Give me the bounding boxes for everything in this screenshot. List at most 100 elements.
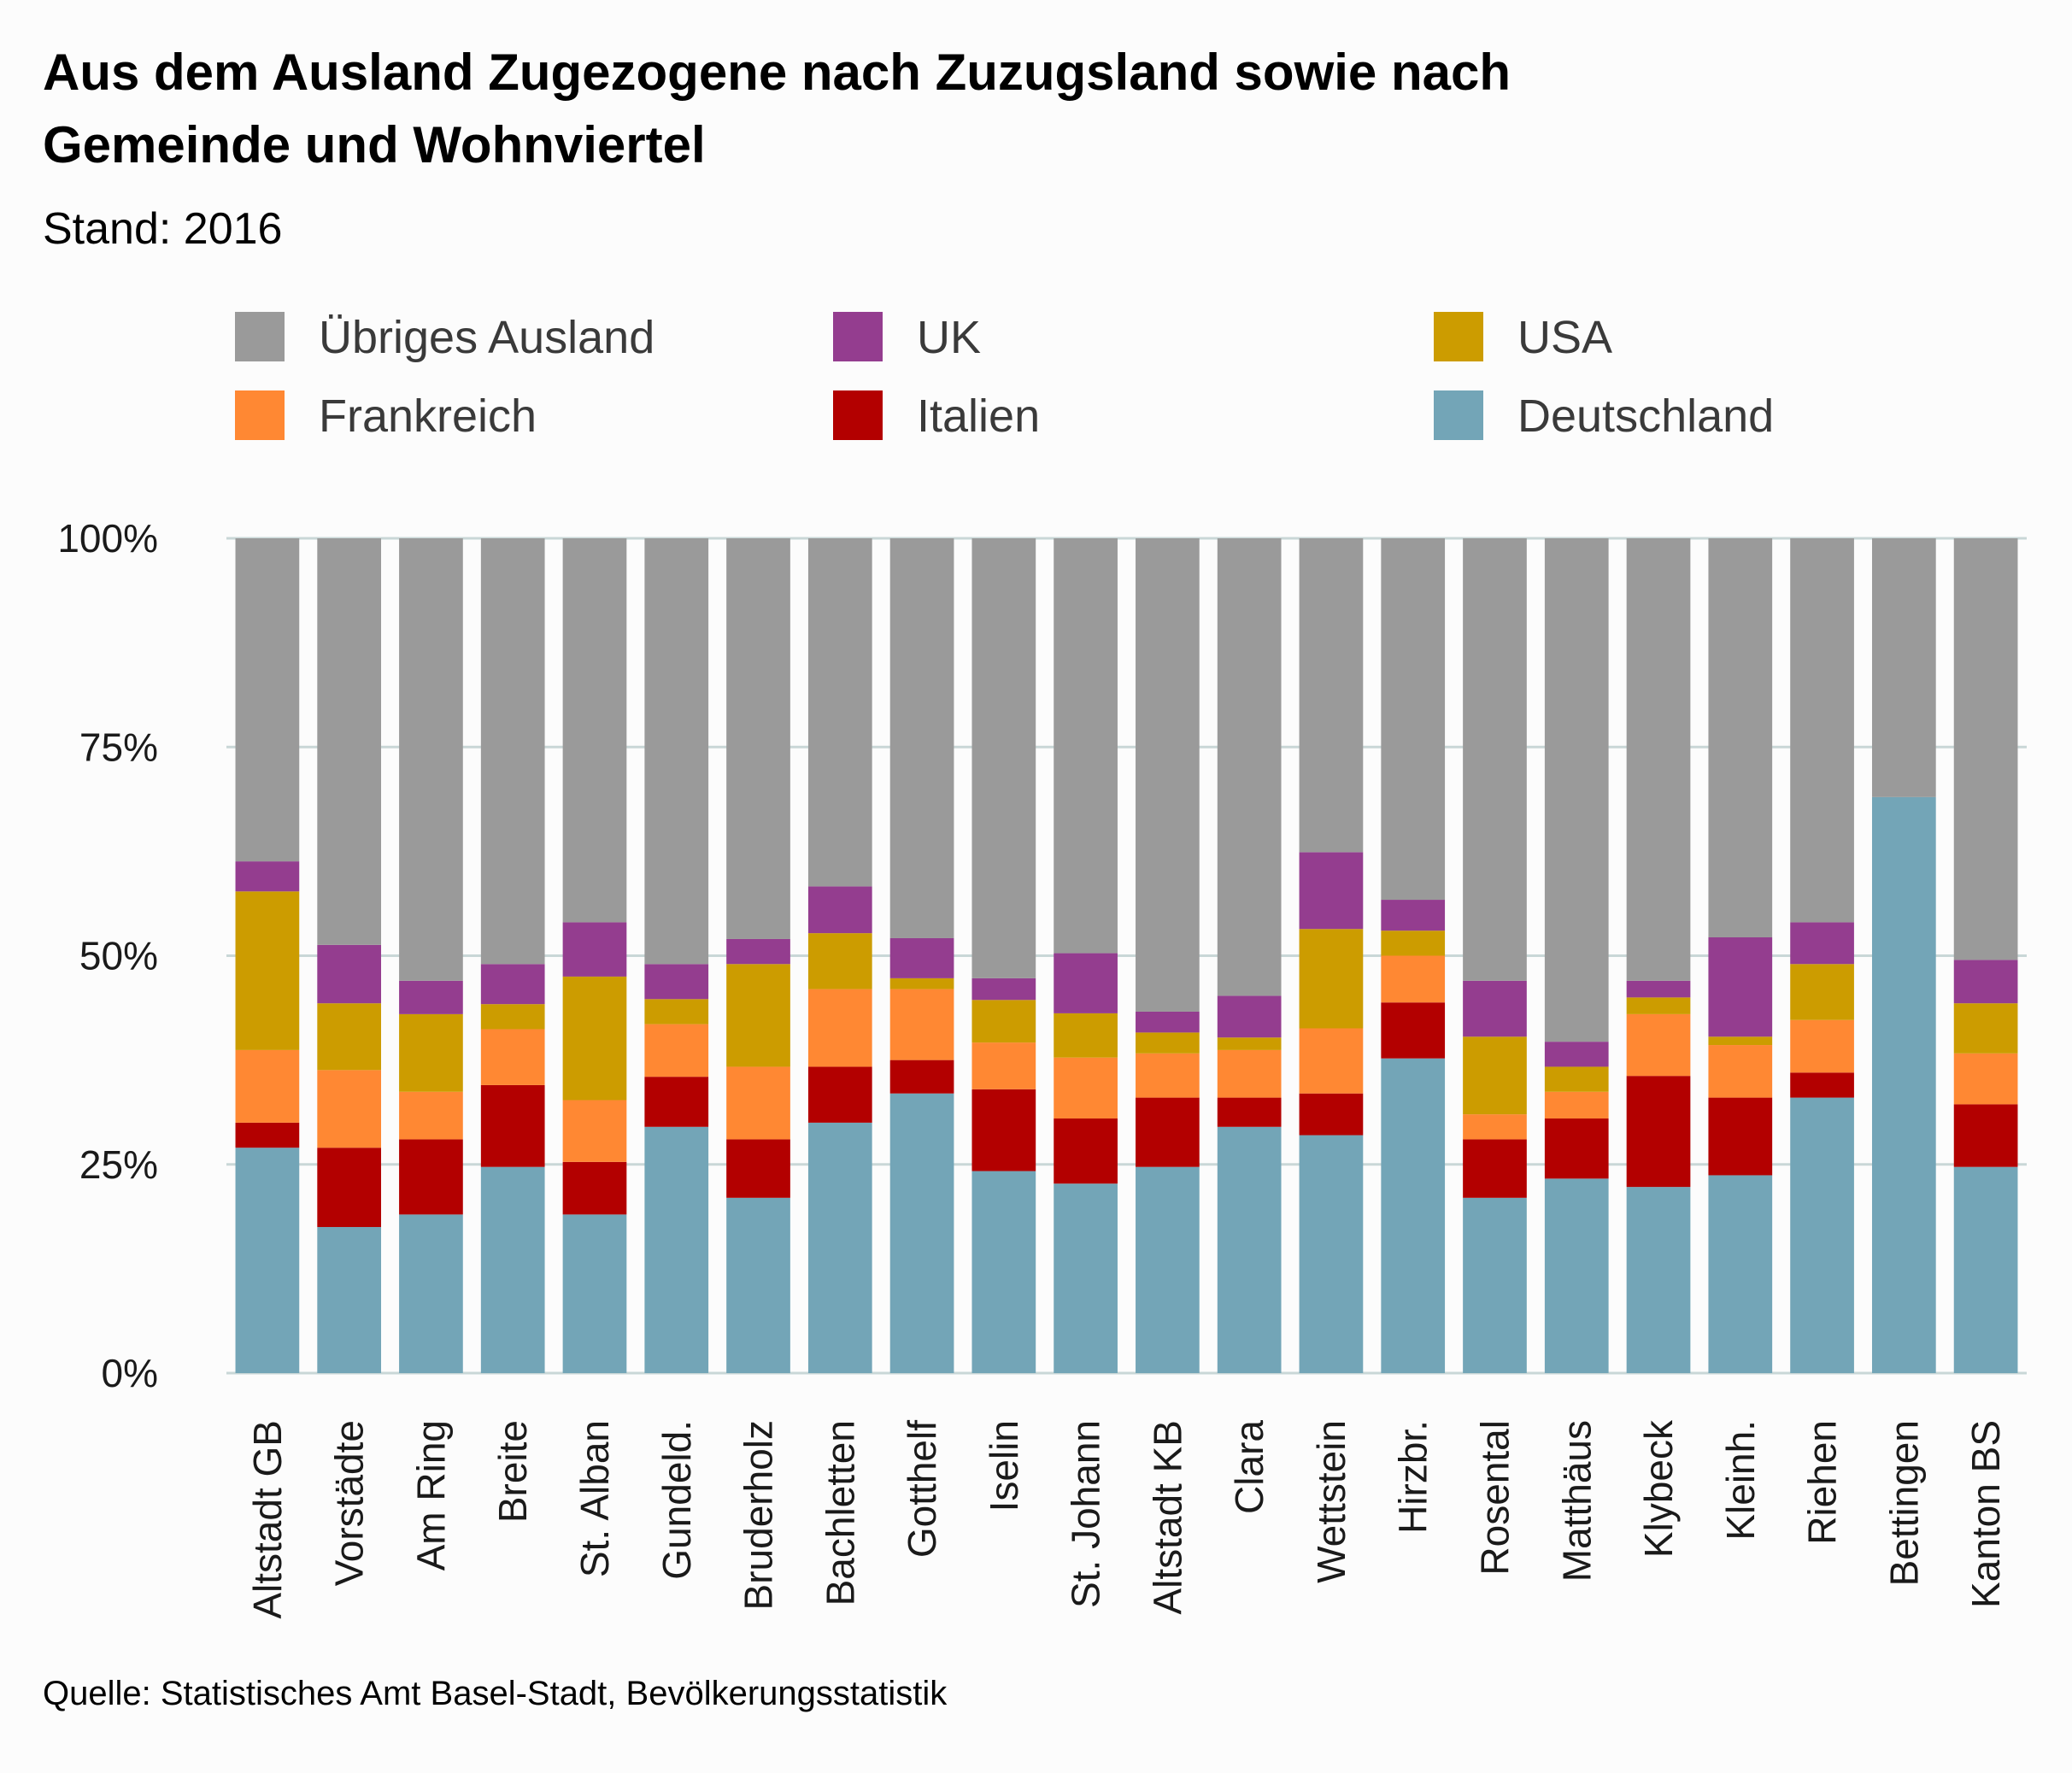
bar-segment <box>1544 1118 1609 1179</box>
bar-segment <box>1953 1003 2018 1054</box>
bar-segment <box>889 1060 954 1094</box>
bar-segment <box>971 977 1036 1001</box>
y-tick-label: 75% <box>79 725 158 769</box>
bar-segment <box>317 1003 382 1071</box>
y-axis-ticks: 0% 25% 50% 75% 100% <box>57 516 158 1395</box>
bar-stack <box>399 538 463 1373</box>
bar-stack <box>1953 538 2018 1373</box>
bar-segment <box>1217 1097 1282 1127</box>
bar-segment <box>726 938 790 965</box>
x-tick-label: Clara <box>1227 1420 1271 1514</box>
bar-segment <box>1054 538 1118 954</box>
bar-stack <box>1626 538 1691 1373</box>
bar-segment <box>1299 929 1364 1029</box>
bar-segment <box>562 1214 627 1373</box>
bar-segment <box>1708 1175 1773 1373</box>
bar-segment <box>1544 1066 1609 1092</box>
bar-segment <box>1544 538 1609 1042</box>
chart-title-line-2: Gemeinde und Wohnviertel <box>43 116 706 173</box>
legend-label: Frankreich <box>319 390 537 442</box>
bar-stack <box>1054 538 1118 1373</box>
y-tick-label: 25% <box>79 1142 158 1187</box>
bar-segment <box>1299 1028 1364 1094</box>
bar-segment <box>1953 1104 2018 1167</box>
bar-stack <box>807 538 872 1373</box>
bar-segment <box>1136 1032 1200 1054</box>
x-tick-label: Bettingen <box>1881 1420 1926 1586</box>
bar-segment <box>644 1077 709 1127</box>
bar-stack <box>889 538 954 1373</box>
legend-label: Deutschland <box>1517 390 1774 442</box>
bar-segment <box>1217 1037 1282 1050</box>
bar-segment <box>562 538 627 923</box>
bar-segment <box>317 538 382 945</box>
bar-segment <box>971 1042 1036 1089</box>
chart-source: Quelle: Statistisches Amt Basel-Stadt, B… <box>43 1675 948 1712</box>
bar-stack <box>1299 538 1364 1373</box>
x-tick-label: Riehen <box>1800 1420 1845 1545</box>
bar-segment <box>1708 1097 1773 1176</box>
bar-segment <box>1871 796 1936 1373</box>
bar-segment <box>399 1214 463 1373</box>
bars <box>235 538 2018 1373</box>
y-tick-label: 0% <box>102 1351 158 1395</box>
bar-segment <box>1299 1135 1364 1373</box>
bar-segment <box>1790 922 1854 965</box>
x-tick-label: Klybeck <box>1636 1419 1681 1558</box>
bar-segment <box>1136 1166 1200 1373</box>
bar-segment <box>480 964 545 1005</box>
legend-swatch <box>235 312 285 361</box>
bar-segment <box>1463 1197 1527 1373</box>
bar-segment <box>1626 1013 1691 1077</box>
chart-subtitle: Stand: 2016 <box>43 204 282 254</box>
bar-segment <box>317 1227 382 1373</box>
x-tick-label: St. Alban <box>572 1420 617 1577</box>
bar-segment <box>1790 964 1854 1020</box>
bar-segment <box>1708 1036 1773 1046</box>
bar-segment <box>889 937 954 978</box>
bar-segment <box>1626 997 1691 1014</box>
x-tick-label: Breite <box>490 1420 535 1523</box>
x-tick-label: Kanton BS <box>1963 1420 2008 1608</box>
bar-segment <box>1054 953 1118 1013</box>
bar-segment <box>971 1171 1036 1373</box>
bar-stack <box>644 538 709 1373</box>
bar-segment <box>1381 931 1446 956</box>
bar-segment <box>1463 1139 1527 1198</box>
bar-segment <box>1708 1045 1773 1098</box>
bar-stack <box>317 538 382 1373</box>
x-tick-label: Am Ring <box>408 1420 453 1570</box>
legend-swatch <box>235 390 285 440</box>
y-tick-label: 100% <box>57 516 158 561</box>
bar-segment <box>1054 1057 1118 1119</box>
bar-segment <box>807 1122 872 1373</box>
x-tick-label: Rosental <box>1472 1420 1517 1576</box>
bar-segment <box>317 1148 382 1228</box>
bar-segment <box>1217 1049 1282 1098</box>
bar-segment <box>1790 1072 1854 1098</box>
bar-segment <box>1953 1166 2018 1373</box>
bar-segment <box>399 980 463 1014</box>
bar-segment <box>1463 1036 1527 1115</box>
chart-title-line-1: Aus dem Ausland Zugezogene nach Zuzugsla… <box>43 44 1511 101</box>
bar-segment <box>1136 1011 1200 1033</box>
bar-segment <box>1381 900 1446 931</box>
legend-swatch <box>833 312 883 361</box>
legend-swatch <box>1434 312 1483 361</box>
bar-segment <box>1054 1013 1118 1058</box>
bar-stack <box>235 538 300 1373</box>
bar-segment <box>1136 538 1200 1012</box>
bar-segment <box>562 922 627 977</box>
bar-segment <box>317 1070 382 1148</box>
bar-segment <box>1790 1097 1854 1373</box>
x-tick-label: Wettstein <box>1309 1420 1353 1583</box>
bar-segment <box>235 861 300 892</box>
bar-segment <box>235 1049 300 1123</box>
bar-segment <box>1381 538 1446 901</box>
bar-segment <box>1299 1093 1364 1136</box>
bar-segment <box>480 1029 545 1085</box>
bar-stack <box>480 538 545 1373</box>
bar-segment <box>1463 1114 1527 1140</box>
bar-segment <box>1544 1042 1609 1067</box>
